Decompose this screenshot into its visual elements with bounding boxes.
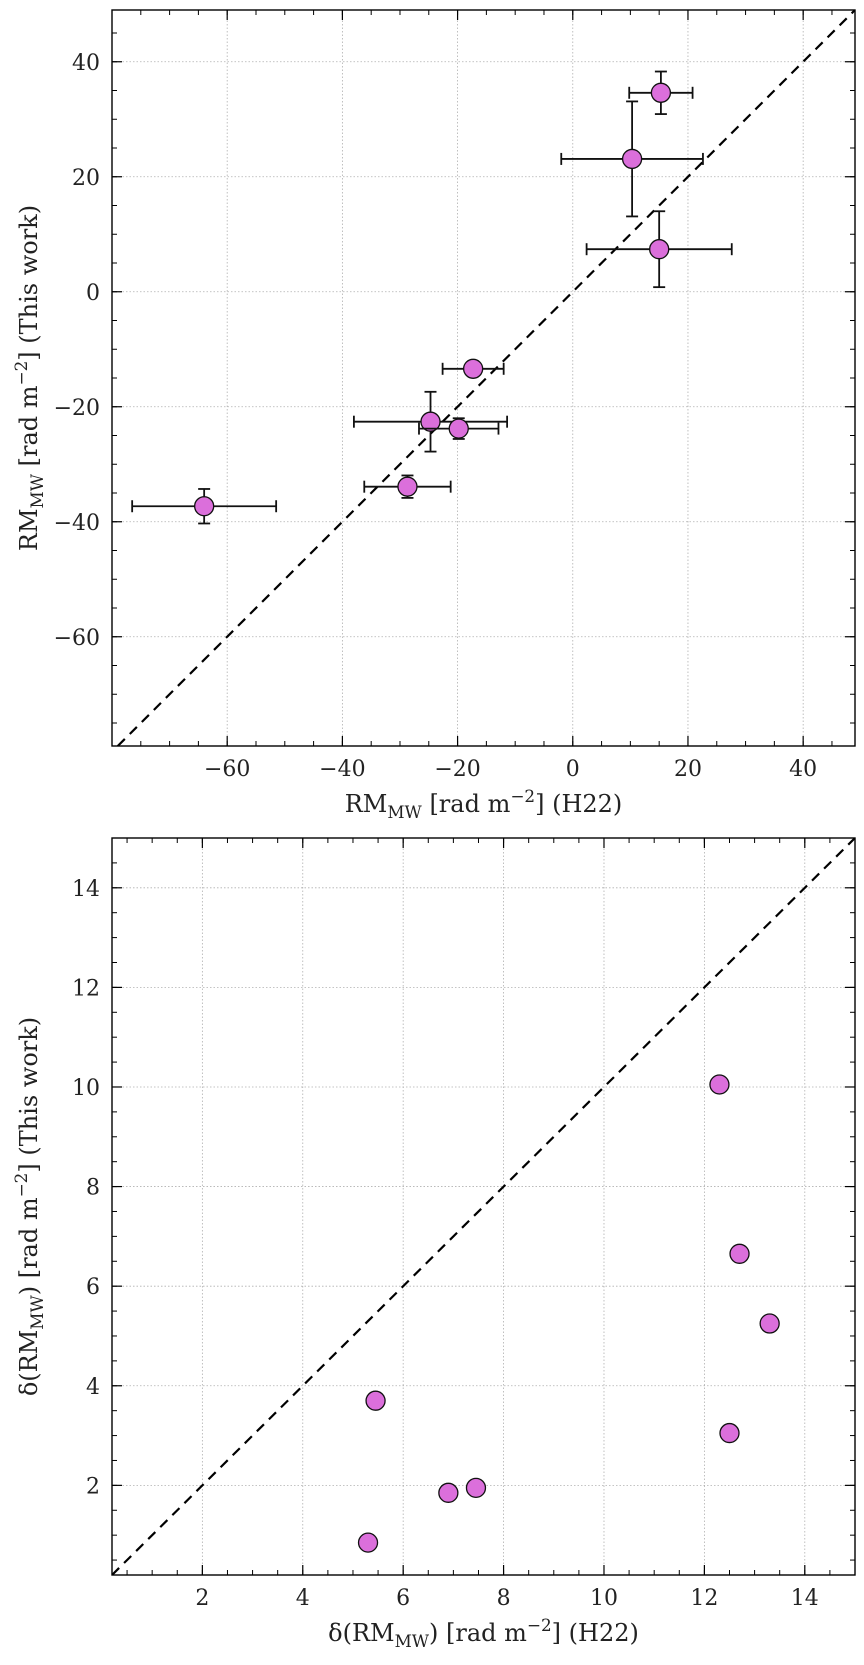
x-tick-label: 2	[195, 1586, 209, 1611]
y-tick-label: 8	[86, 1176, 100, 1201]
data-point	[650, 82, 672, 103]
data-point	[719, 1422, 740, 1444]
x-tick-label: 6	[396, 1586, 410, 1611]
x-tick-label: 4	[296, 1586, 310, 1611]
y-tick-label: 4	[86, 1375, 100, 1400]
y-tick-label: 0	[86, 281, 100, 306]
x-tick-label: 12	[690, 1586, 718, 1611]
y-tick-label: 12	[72, 976, 100, 1001]
rm-uncertainty-panel: 2 4 6 8 10 12 14 2 4 6 8 10 12 14 δ(RMMW) [rad m−2] (H…	[11, 837, 856, 1651]
data-point	[649, 239, 670, 260]
data-point	[420, 411, 441, 432]
x-tick-label: −20	[434, 757, 480, 782]
x-tick-label: 8	[497, 1586, 511, 1611]
data-point	[397, 476, 418, 497]
data-point	[438, 1482, 459, 1503]
y-tick-label: −40	[54, 511, 100, 536]
identity-line	[112, 838, 855, 1575]
data-point	[759, 1313, 780, 1334]
y-tick-label: 40	[72, 51, 100, 76]
y-tick-label: −60	[54, 626, 100, 651]
y-axis-label: δ(RMMW) [rad m−2] (This work)	[11, 1017, 47, 1396]
plot-frame	[111, 837, 856, 1576]
identity-line	[116, 10, 855, 746]
data-point	[709, 1074, 730, 1095]
y-tick-label: 6	[86, 1275, 100, 1300]
y-tick-label: 2	[86, 1474, 100, 1499]
y-tick-label: −20	[54, 396, 100, 421]
x-tick-label: 10	[590, 1586, 618, 1611]
x-tick-label: 40	[789, 757, 817, 782]
y-tick-label: 14	[72, 877, 100, 902]
data-point	[465, 1477, 487, 1499]
x-axis-label: δ(RMMW) [rad m−2] (H22)	[328, 1615, 639, 1651]
x-tick-label: −40	[319, 757, 365, 782]
y-tick-label: 10	[72, 1076, 100, 1101]
plot-frame	[111, 9, 856, 747]
x-tick-label: 0	[566, 757, 580, 782]
x-axis-label: RMMW [rad m−2] (H22)	[345, 786, 623, 822]
x-tick-label: 20	[674, 757, 702, 782]
y-tick-label: 20	[72, 166, 100, 191]
rm-comparison-panel: −60 −40 −20 0 20 40 −60 −40 −20 0 20 40 RMMW [rad m−…	[11, 9, 856, 822]
data-point	[448, 418, 469, 439]
data-point	[194, 496, 215, 517]
data-point	[621, 148, 643, 170]
y-axis-label: RMMW [rad m−2] (This work)	[11, 205, 47, 551]
data-point	[357, 1532, 379, 1553]
x-tick-label: 14	[791, 1586, 819, 1611]
x-tick-label: −60	[204, 757, 250, 782]
data-point	[365, 1390, 386, 1411]
data-point	[462, 358, 484, 379]
data-point	[729, 1243, 750, 1264]
